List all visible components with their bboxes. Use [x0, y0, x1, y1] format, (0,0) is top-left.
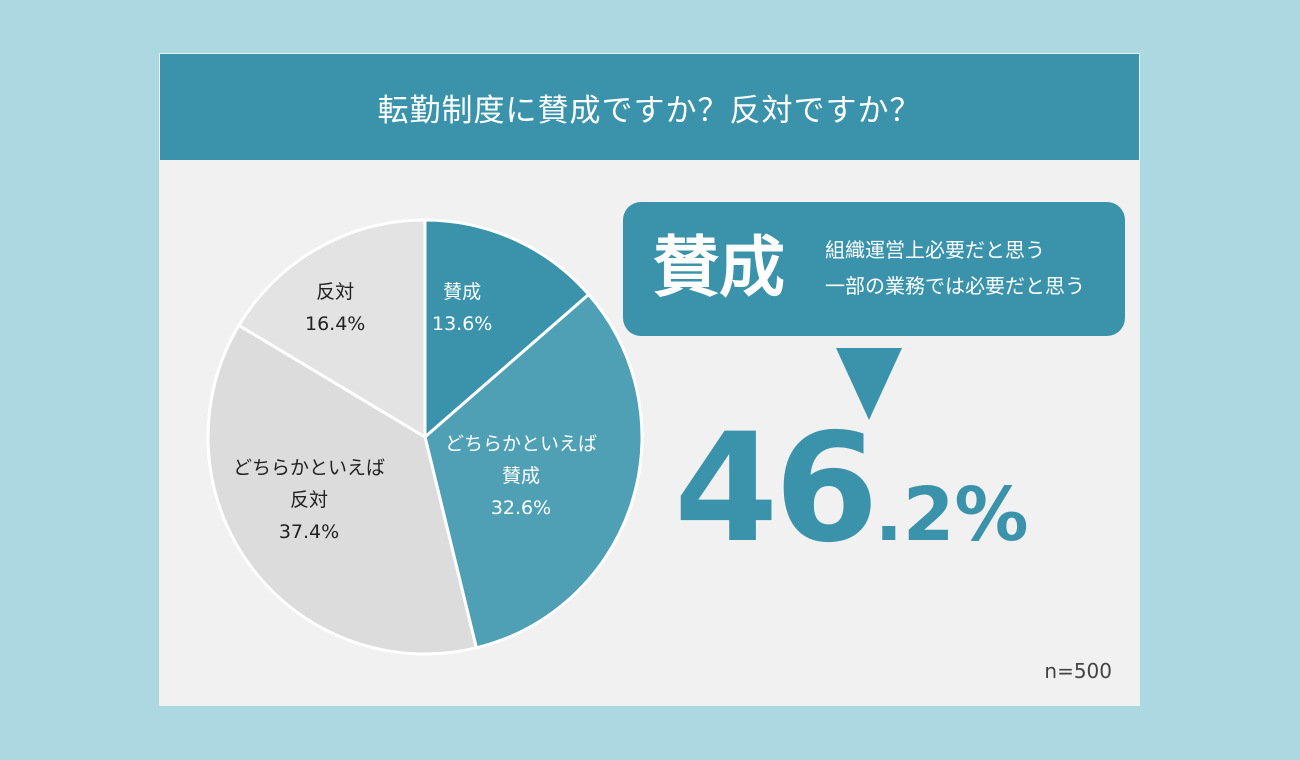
- pie-label-somewhat-agree: どちらかといえば 賛成 32.6%: [445, 428, 597, 524]
- pie-chart: [206, 218, 644, 656]
- label-text: 賛成: [443, 281, 482, 303]
- label-value: 37.4%: [278, 521, 340, 543]
- label-value: 13.6%: [432, 313, 493, 335]
- slice-somewhat-disagree: [206, 323, 479, 656]
- slice-disagree: [236, 218, 427, 440]
- label-text: 反対: [290, 489, 329, 511]
- combined-percentage: 46.2%: [674, 414, 1029, 564]
- pie-label-disagree: 反対 16.4%: [305, 276, 365, 340]
- label-text: 反対: [316, 281, 355, 303]
- label-value: 16.4%: [305, 313, 366, 335]
- down-arrow-icon: [836, 348, 902, 420]
- percentage-integer: 46: [674, 402, 879, 576]
- callout-label: 賛成: [653, 229, 785, 306]
- callout-line-1: 組織運営上必要だと思う: [825, 238, 1045, 262]
- slice-agree: [423, 218, 591, 441]
- label-value: 32.6%: [490, 497, 552, 519]
- pie-label-agree: 賛成 13.6%: [432, 276, 492, 340]
- label-text: どちらかといえば: [445, 433, 598, 455]
- chart-title: 転勤制度に賛成ですか？反対ですか？: [160, 54, 1139, 160]
- sample-size: n=500: [1044, 659, 1112, 683]
- infographic-card: 転勤制度に賛成ですか？反対ですか？ 賛成 13.6% どちらかといえば 賛成 3…: [160, 54, 1139, 705]
- percentage-decimal: .2%: [874, 472, 1029, 558]
- label-text: 賛成: [502, 465, 541, 487]
- agree-callout: 賛成 組織運営上必要だと思う 一部の業務では必要だと思う: [623, 202, 1125, 336]
- slice-somewhat-agree: [423, 292, 644, 650]
- callout-line-2: 一部の業務では必要だと思う: [825, 274, 1085, 298]
- label-text: どちらかといえば: [233, 457, 386, 479]
- pie-label-somewhat-disagree: どちらかといえば 反対 37.4%: [233, 452, 385, 548]
